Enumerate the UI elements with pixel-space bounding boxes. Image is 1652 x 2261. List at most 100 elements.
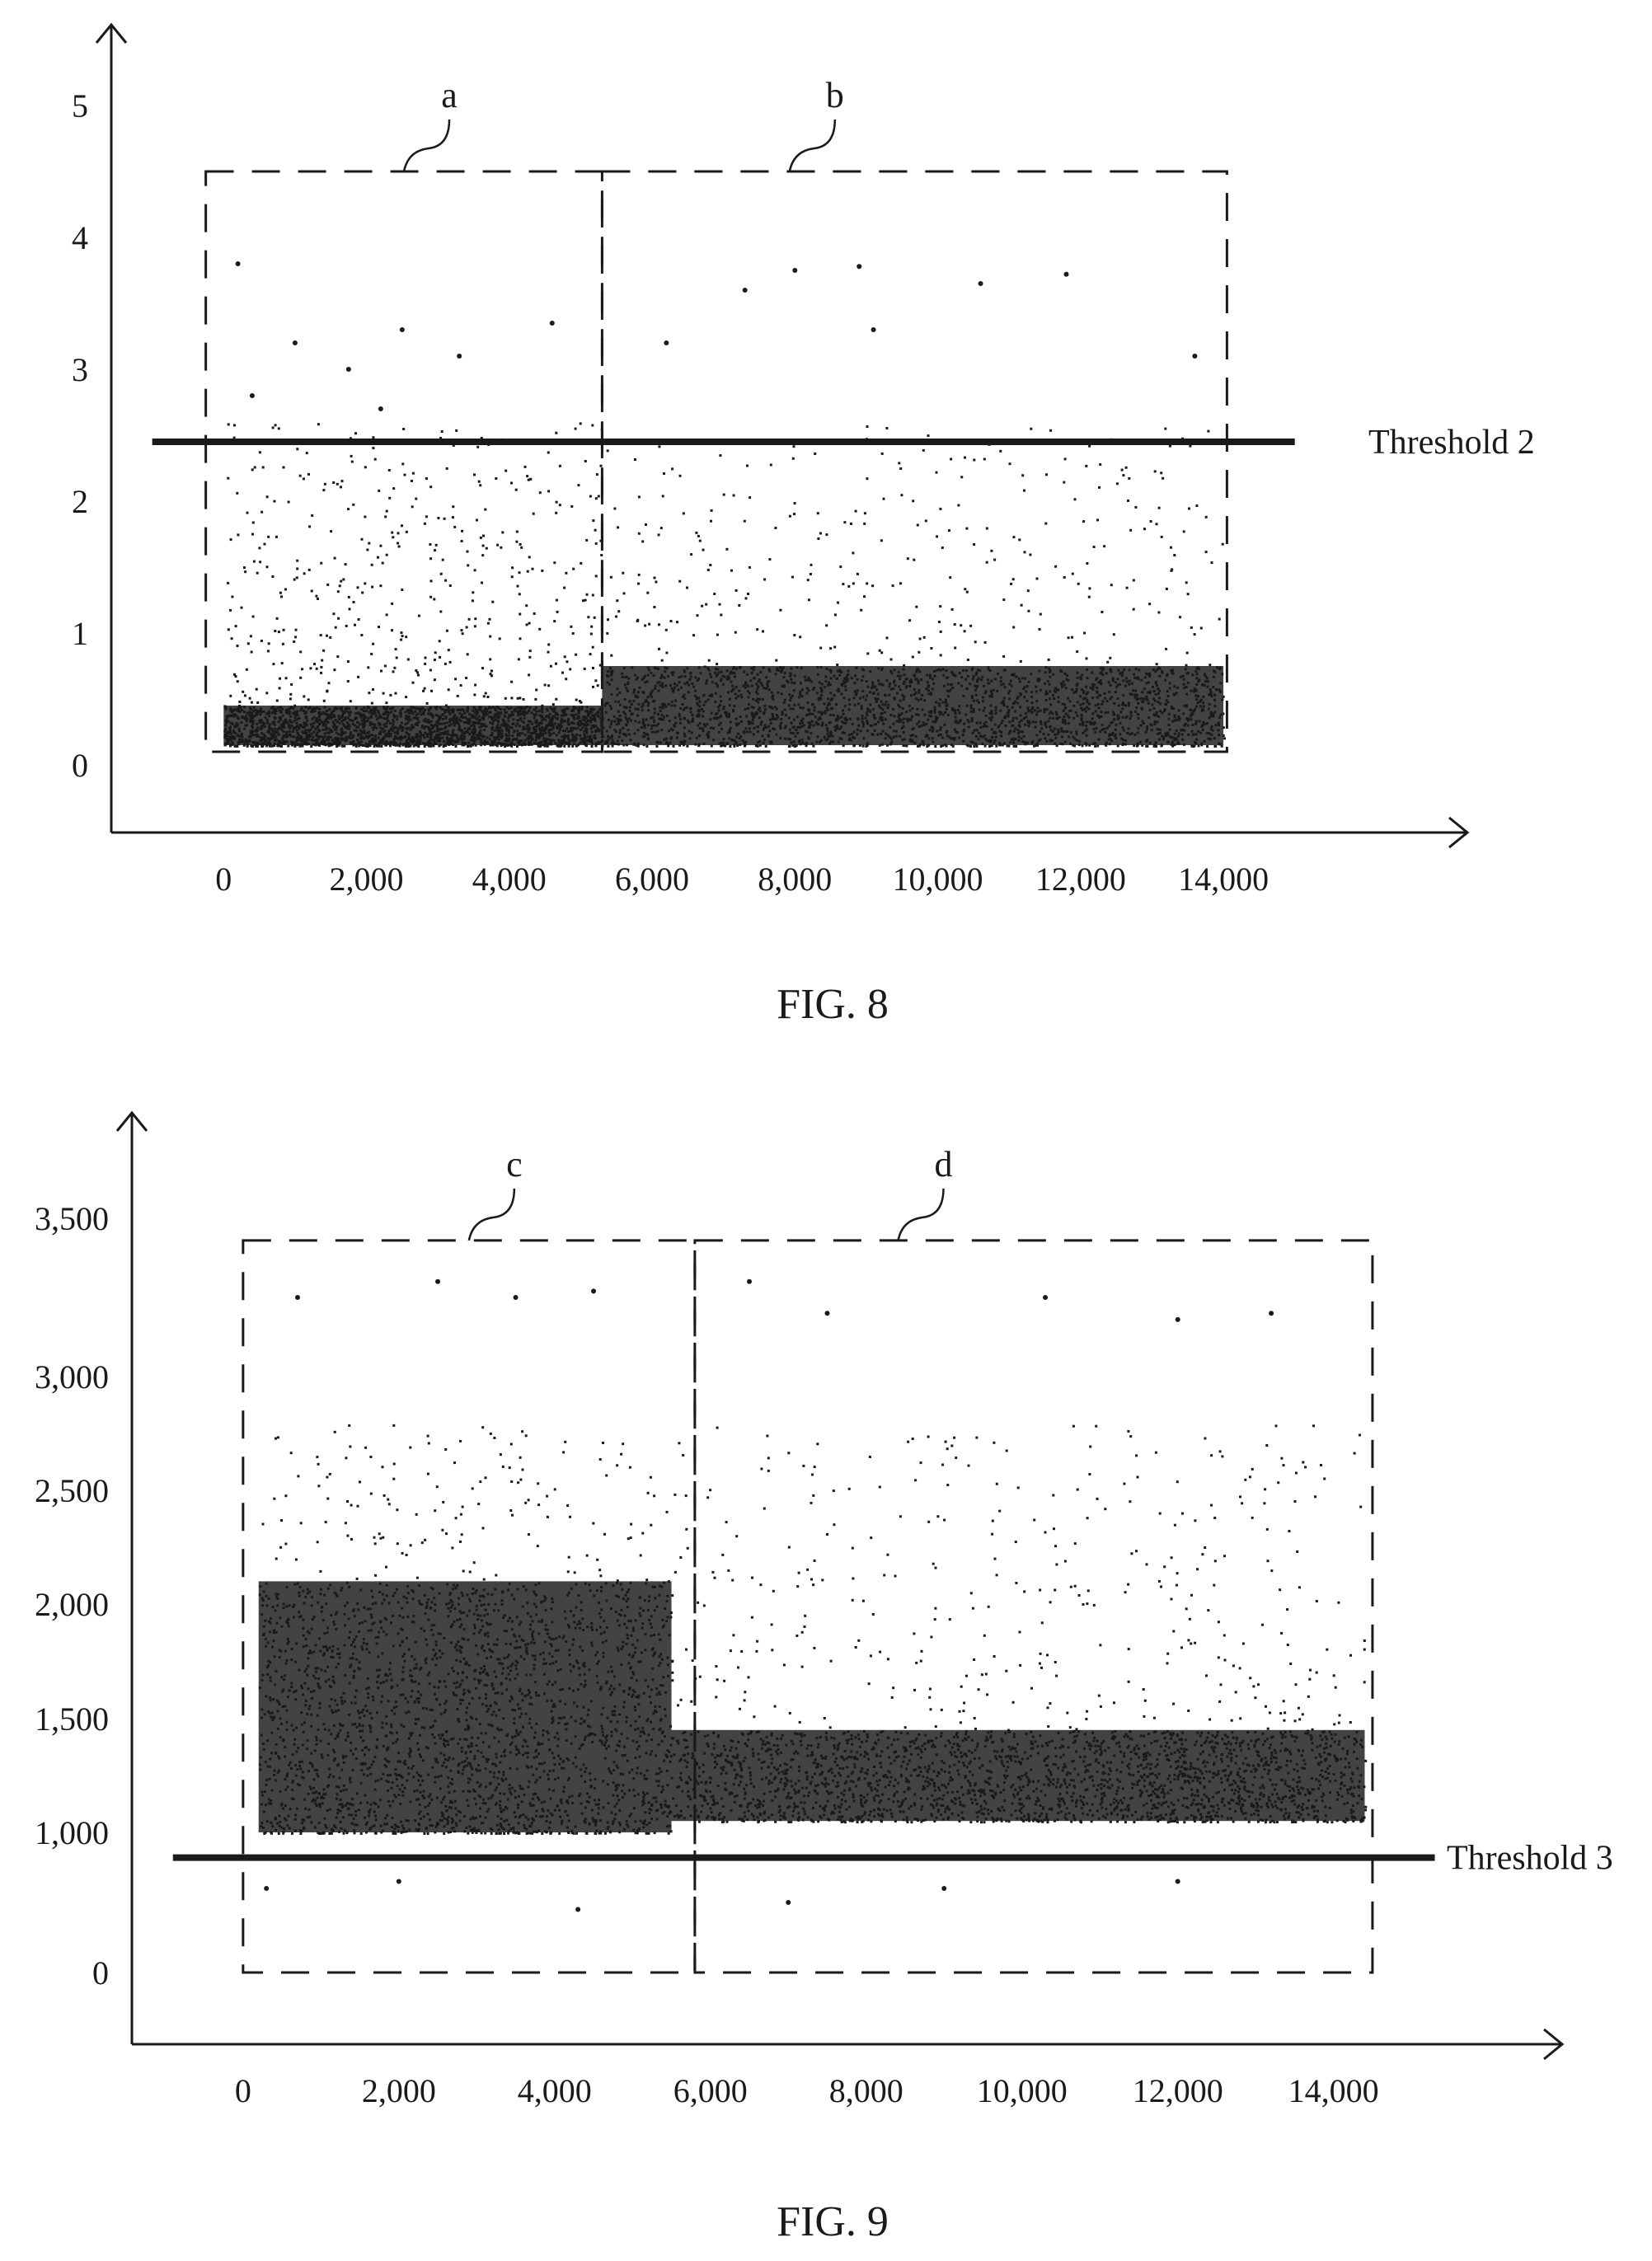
- data-point: [1152, 744, 1156, 748]
- data-point: [1023, 489, 1025, 492]
- data-point: [863, 522, 866, 525]
- data-point: [454, 745, 458, 748]
- data-point: [1128, 476, 1131, 480]
- data-point: [1171, 568, 1174, 571]
- data-point: [233, 424, 236, 427]
- data-point: [372, 436, 375, 439]
- data-point: [518, 593, 521, 596]
- data-point: [1157, 506, 1161, 509]
- data-point: [473, 625, 476, 628]
- data-point: [617, 610, 621, 613]
- data-point: [510, 575, 514, 579]
- data-point: [1218, 617, 1221, 621]
- data-point: [511, 566, 514, 570]
- data-point: [613, 507, 617, 510]
- data-point: [580, 561, 583, 565]
- data-point: [594, 528, 597, 532]
- data-point: [1035, 744, 1037, 747]
- data-point: [360, 537, 364, 541]
- data-point: [779, 608, 782, 612]
- data-point: [648, 622, 651, 626]
- data-point: [320, 561, 323, 565]
- data-point: [525, 604, 528, 607]
- data-point: [295, 576, 298, 579]
- data-point: [423, 745, 426, 748]
- data-point: [705, 603, 708, 606]
- data-point: [364, 582, 367, 585]
- data-point: [330, 530, 333, 533]
- data-point: [429, 557, 433, 561]
- data-point: [1082, 520, 1086, 523]
- data-point: [553, 561, 556, 565]
- data-point: [236, 744, 239, 748]
- data-point: [1185, 664, 1188, 667]
- data-point: [510, 680, 514, 683]
- data-point: [452, 443, 455, 447]
- data-point: [1072, 744, 1075, 747]
- data-point: [517, 658, 520, 661]
- data-point: [332, 481, 336, 484]
- data-point: [1222, 695, 1225, 698]
- data-point: [805, 744, 808, 748]
- data-point: [481, 554, 485, 557]
- data-point: [598, 664, 602, 667]
- data-point: [719, 454, 722, 457]
- data-point: [526, 475, 529, 478]
- data-point: [730, 569, 733, 572]
- x-tick-label: 8,000: [758, 861, 832, 898]
- data-point: [965, 590, 969, 593]
- data-point: [591, 593, 594, 597]
- data-point: [315, 594, 318, 598]
- data-point: [655, 580, 658, 584]
- data-point: [370, 652, 373, 655]
- data-point: [360, 634, 364, 636]
- data-point: [466, 550, 469, 553]
- y-tick-label: 0: [72, 747, 88, 784]
- data-point: [277, 427, 280, 430]
- data-point: [690, 553, 693, 556]
- data-point: [1020, 603, 1023, 607]
- data-point: [709, 564, 712, 566]
- data-point: [489, 635, 492, 638]
- data-point: [843, 521, 847, 524]
- data-point: [238, 701, 242, 703]
- data-point: [692, 634, 695, 637]
- data-point: [1071, 572, 1074, 575]
- data-point: [425, 477, 428, 481]
- data-point: [441, 558, 444, 561]
- data-point: [858, 744, 861, 747]
- data-point: [592, 685, 594, 688]
- data-point: [617, 526, 620, 529]
- data-point: [516, 745, 519, 748]
- data-point: [1179, 616, 1182, 619]
- data-point: [1002, 654, 1006, 658]
- data-point: [327, 682, 331, 685]
- data-point: [465, 626, 468, 629]
- data-point: [916, 523, 919, 527]
- data-point: [1122, 474, 1125, 477]
- data-point: [882, 497, 885, 500]
- data-point: [439, 610, 443, 613]
- data-point: [913, 558, 916, 561]
- data-point: [1026, 589, 1030, 593]
- data-point: [417, 614, 420, 617]
- data-point: [744, 597, 748, 600]
- data-point: [479, 536, 482, 539]
- data-point: [594, 542, 598, 545]
- data-point: [232, 436, 236, 439]
- data-point: [424, 662, 427, 665]
- data-point: [1193, 633, 1196, 636]
- data-point: [482, 534, 485, 537]
- data-point: [273, 500, 276, 503]
- data-point: [376, 744, 378, 748]
- data-point: [523, 465, 527, 468]
- data-point: [422, 689, 425, 692]
- data-point: [743, 519, 746, 523]
- data-point: [439, 437, 443, 439]
- data-point: [272, 663, 275, 666]
- data-point: [495, 744, 499, 748]
- data-point: [669, 620, 673, 622]
- data-point: [589, 632, 593, 636]
- data-point: [547, 451, 550, 454]
- data-point: [833, 645, 837, 649]
